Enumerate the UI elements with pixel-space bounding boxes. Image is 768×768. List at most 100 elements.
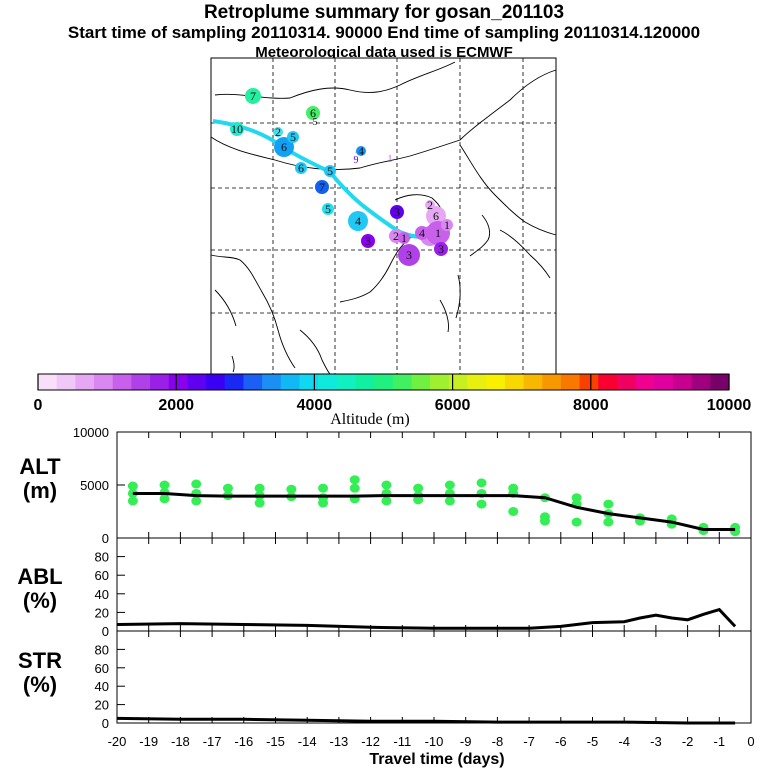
colorbar-band [38, 374, 58, 390]
y-tick-label: 20 [95, 605, 109, 620]
plume-marker: 5 [287, 130, 299, 144]
str-curve [116, 716, 736, 725]
plume-marker-day: 2 [393, 229, 399, 243]
x-tick-label: -18 [171, 734, 190, 749]
x-axis-label: Travel time (days) [369, 751, 504, 768]
colorbar-band [243, 374, 263, 390]
plume-marker: 3 [398, 244, 420, 266]
plume-marker-day: 5 [290, 130, 296, 144]
alt-point [539, 516, 550, 526]
colorbar-band [336, 374, 357, 390]
colorbar-tick-label: 10000 [707, 397, 752, 414]
plume-marker: 3 [390, 205, 404, 219]
y-tick-label: 40 [95, 679, 109, 694]
plume-marker: 2 [425, 198, 435, 212]
x-tick-label: -13 [330, 734, 349, 749]
alt-point [476, 478, 487, 488]
colorbar-band [542, 374, 562, 390]
abl-curve [116, 607, 737, 630]
y-tick-label: 60 [95, 568, 109, 583]
plume-marker: 6 [306, 106, 320, 120]
plume-marker-day: 5 [327, 164, 333, 178]
colorbar-band [299, 374, 319, 390]
colorbar-band [168, 374, 189, 390]
plume-marker-day: 3 [365, 234, 371, 248]
plume-marker: 1 [441, 218, 453, 232]
abl-panel-label: ABL [17, 564, 62, 589]
plume-marker-dot [390, 205, 404, 219]
alt-mean-curve [132, 492, 736, 531]
x-tick-label: -20 [108, 734, 127, 749]
plume-marker-day: 7 [319, 180, 325, 194]
plume-marker-dot [398, 244, 420, 266]
plume-marker-dot [425, 200, 435, 210]
colorbar-band [635, 374, 655, 390]
colorbar-band [672, 374, 693, 390]
colorbar-band [392, 374, 413, 390]
abl-frame [116, 537, 752, 632]
plume-marker: 3 [361, 234, 375, 248]
colorbar-band [411, 374, 431, 390]
y-tick-label: 40 [95, 587, 109, 602]
colorbar-band [280, 374, 301, 390]
alt-panel: ALT (m) 0 5000 10000 [19, 425, 752, 546]
colorbar-band [654, 374, 674, 390]
colorbar-band [560, 374, 581, 390]
colorbar-band [224, 374, 245, 390]
plume-marker-day: 4 [419, 226, 425, 240]
plume-marker: 6 [295, 161, 307, 175]
colorbar-band [448, 374, 469, 390]
y-tick-label: 5000 [80, 478, 109, 493]
x-tick-label: -2 [682, 734, 694, 749]
alt-point [349, 475, 360, 485]
plume-marker-day: 5 [325, 202, 331, 216]
meteorology-source-line: Meteorological data used is ECMWF [255, 44, 513, 61]
colorbar-band [112, 374, 132, 390]
str-panel-unit: (%) [23, 672, 57, 697]
colorbar-band [262, 374, 282, 390]
plume-marker-day: 6 [281, 140, 287, 154]
colorbar-band [374, 374, 394, 390]
str-y-axis: 0 20 40 60 80 [95, 642, 125, 731]
alt-point [381, 496, 392, 506]
plume-marker: 7 [245, 88, 261, 104]
plume-marker: 1 [398, 231, 410, 245]
alt-point [413, 483, 424, 493]
colorbar-band [598, 374, 618, 390]
alt-points [127, 475, 741, 537]
alt-point [159, 480, 170, 490]
map-grid [211, 58, 556, 374]
alt-frame [116, 431, 752, 539]
colorbar-band [467, 374, 487, 390]
colorbar-band [616, 374, 637, 390]
colorbar-tick-label: 2000 [158, 397, 194, 414]
plume-marker: 5 [322, 202, 334, 216]
alt-point [127, 496, 138, 506]
plume-marker: 3 [434, 242, 448, 256]
plume-marker-day: 3 [394, 205, 400, 219]
str-panel: STR (%) 0 20 40 60 80 [18, 630, 752, 731]
plume-marker: 5 [324, 164, 336, 178]
colorbar-band [355, 374, 375, 390]
y-tick-label: 10000 [73, 425, 109, 440]
colorbar-band [75, 374, 95, 390]
alt-point [286, 484, 297, 494]
alt-point [191, 496, 202, 506]
plume-marker-day: 7 [250, 89, 256, 103]
alt-point [603, 517, 614, 527]
map-extra-label: 5 [313, 117, 318, 128]
plume-marker-dot [273, 127, 283, 137]
alt-point [318, 483, 329, 493]
map-extra-label: 1 [388, 154, 393, 165]
plume-marker: 7 [315, 180, 329, 194]
alt-point [127, 481, 138, 491]
map-extra-labels: 94 1 5 [313, 117, 393, 166]
x-tick-label: -17 [203, 734, 222, 749]
alt-panel-label: ALT [19, 454, 61, 479]
map-extra-label: 4 [356, 146, 361, 157]
plume-marker-day: 6 [433, 209, 439, 223]
x-tick-label: -19 [139, 734, 158, 749]
alt-point [254, 483, 265, 493]
alt-point [603, 499, 614, 509]
colorbar-band [710, 374, 730, 390]
